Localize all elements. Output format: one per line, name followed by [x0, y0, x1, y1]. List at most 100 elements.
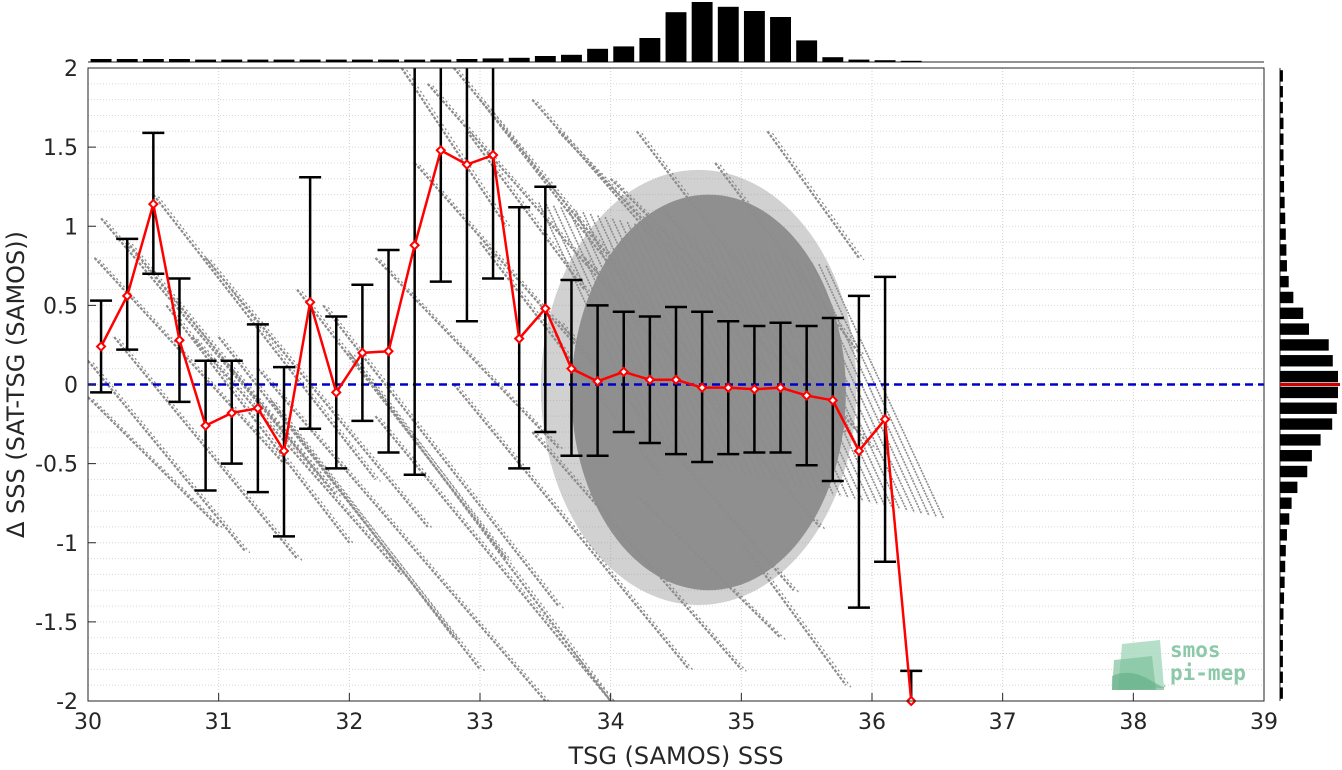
scatter-streak [113, 336, 298, 560]
scatter-streak [88, 360, 246, 552]
x-hist-bar [404, 59, 426, 62]
mean-marker [748, 383, 760, 395]
scatter-streak [751, 249, 871, 504]
y-hist-bar [1280, 355, 1333, 367]
x-hist-bar [221, 59, 243, 62]
y-tick-label: 0 [64, 374, 78, 399]
y-hist-bar [1280, 418, 1333, 430]
y-tick-label: 1 [64, 215, 78, 240]
y-hist-bar [1280, 260, 1287, 272]
mean-marker [722, 382, 734, 394]
mean-marker [95, 341, 107, 352]
scatter-streak [453, 383, 690, 671]
y-hist-bar [1280, 481, 1298, 494]
scatter-core [571, 194, 846, 591]
scatter-streak [619, 220, 739, 474]
mean-marker [801, 390, 813, 401]
y-tick-label: -1.5 [35, 611, 78, 636]
smos-pimep-logo: smos pi-mep [1112, 638, 1246, 690]
mean-marker [121, 290, 133, 302]
scatter-streak [92, 362, 251, 554]
scatter-streak [626, 221, 746, 476]
x-axis-ticks: 30 31 32 33 34 35 36 37 38 39 [74, 693, 1278, 735]
scatter-streak [458, 69, 721, 387]
scatter-streak [552, 205, 672, 460]
logo-text-smos: smos [1170, 638, 1221, 662]
scatter-streak [692, 236, 812, 491]
mean-marker [853, 445, 865, 457]
mean-marker [278, 445, 290, 457]
x-tick-label: 36 [858, 710, 886, 735]
mean-marker [879, 413, 891, 425]
scatter-streak [157, 196, 381, 482]
x-hist-bar [299, 59, 321, 62]
y-hist-bar [1280, 291, 1294, 304]
scatter-streak [545, 203, 665, 458]
mean-marker [330, 386, 342, 398]
scatter-streak [722, 242, 842, 497]
y-hist-bar [1280, 465, 1308, 478]
mean-marker [670, 374, 682, 386]
logo-mark-icon [1112, 640, 1166, 690]
logo-text-pimep: pi-mep [1170, 661, 1246, 685]
mean-marker [383, 345, 394, 357]
scatter-streak [348, 352, 612, 701]
y-histogram [1279, 68, 1340, 701]
scatter-streak [641, 224, 761, 479]
x-hist-bar [587, 48, 609, 62]
x-hist-bar [874, 60, 896, 62]
y-hist-bar [1280, 608, 1284, 620]
y-hist-bar [1280, 370, 1338, 383]
y-hist-bar [1280, 86, 1283, 98]
x-tick-label: 34 [597, 710, 625, 735]
x-tick-label: 31 [205, 710, 233, 735]
y-tick-label: -0.5 [35, 453, 78, 478]
y-tick-label: -2 [56, 690, 78, 715]
y-hist-bar [1280, 513, 1290, 525]
y-hist-bar [1280, 228, 1286, 240]
y-hist-bar [1280, 180, 1285, 193]
y-axis-label: Δ SSS (SAT-TSG (SAMOS)) [2, 231, 30, 538]
x-axis-label: TSG (SAMOS) SSS [567, 742, 783, 770]
scatter-streak [714, 241, 835, 496]
scatter-streak [379, 417, 615, 701]
mean-marker [618, 366, 630, 378]
scatter-streak [379, 259, 564, 451]
y-hist-bar [1280, 212, 1286, 225]
x-tick-label: 30 [74, 710, 102, 735]
mean-marker [696, 382, 708, 394]
scatter-streak [685, 234, 805, 489]
y-hist-bar [1280, 339, 1329, 351]
y-hist-bar [1280, 576, 1285, 589]
y-hist-bar [1280, 196, 1285, 209]
mean-marker [592, 375, 604, 387]
x-tick-label: 32 [335, 710, 363, 735]
y-hist-bar [1280, 323, 1309, 335]
scatter-streak [766, 252, 886, 507]
scatter-streak [560, 207, 680, 461]
x-hist-bar [142, 59, 164, 62]
x-hist-bar [195, 59, 217, 62]
scatter-streak [374, 415, 612, 701]
x-hist-bar [351, 59, 373, 62]
y-tick-label: -1 [56, 532, 78, 557]
mean-marker [147, 198, 159, 210]
x-hist-bar [273, 59, 295, 62]
x-hist-bar [508, 57, 530, 62]
scatter-streak [191, 336, 403, 576]
scatter-streak [270, 399, 455, 639]
x-hist-bar [717, 6, 739, 63]
mean-marker [409, 239, 421, 251]
mean-marker [566, 363, 577, 375]
scatter-streak [374, 257, 560, 449]
scatter-streak [327, 306, 564, 609]
scatter-streak [597, 215, 717, 470]
y-hist-bar [1280, 560, 1286, 573]
scatter-streak [88, 396, 220, 528]
x-hist-bar [900, 60, 922, 62]
scatter-streak [810, 262, 930, 517]
y-hist-bar [1280, 592, 1285, 604]
x-hist-bar [561, 54, 582, 62]
mean-marker [461, 159, 473, 170]
x-hist-bar [822, 57, 844, 62]
